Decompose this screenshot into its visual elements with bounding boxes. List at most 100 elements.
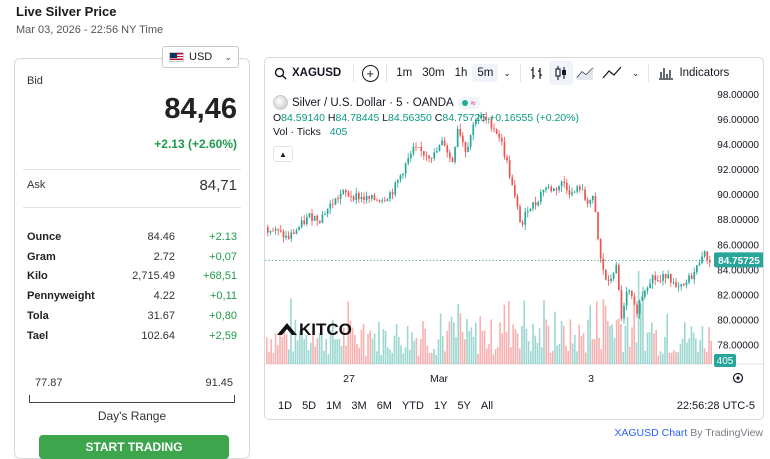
candle-body [545, 187, 547, 190]
chart-type-chevron-icon[interactable]: ⌄ [631, 67, 640, 78]
volume-bar [580, 335, 583, 364]
volume-bar [448, 321, 451, 364]
interval-1h[interactable]: 1h [454, 67, 468, 79]
candle-body [303, 220, 306, 225]
candle-body [381, 200, 384, 202]
range-1y[interactable]: 1Y [433, 400, 448, 412]
volume-bar [380, 355, 382, 364]
volume-bar [530, 351, 532, 364]
candle-body [371, 195, 373, 199]
candle-body [498, 133, 501, 138]
volume-bar [508, 301, 510, 364]
volume-bar [323, 350, 325, 364]
range-ytd[interactable]: YTD [401, 400, 424, 412]
interval-dropdown-chevron-icon[interactable]: ⌄ [503, 67, 511, 78]
range-bar-bottom: 1D 5D 1M 3M 6M YTD 1Y 5Y All 22:56:28 UT… [265, 392, 763, 419]
volume-bar [336, 339, 338, 364]
volume-bar [589, 305, 591, 364]
volume-bar [613, 338, 616, 364]
price-chart[interactable]: 98.00000 96.00000 94.00000 92.00000 90.00000… [265, 88, 764, 392]
start-trading-button[interactable]: START TRADING [39, 435, 229, 459]
volume-bar [600, 349, 602, 364]
interval-1m[interactable]: 1m [396, 67, 413, 79]
volume-bar [541, 347, 543, 364]
range-3m[interactable]: 3M [351, 400, 367, 412]
line-chart-button[interactable] [597, 61, 627, 85]
candle-body [589, 200, 592, 204]
volume-bar [329, 330, 332, 364]
candle-body [350, 195, 352, 197]
candle-body [280, 230, 282, 232]
volume-bar [294, 319, 297, 364]
volume-bar [404, 347, 407, 364]
ohlc-key: H [327, 112, 336, 124]
volume-bar [695, 338, 697, 364]
candle-body [269, 230, 272, 233]
volume-bar [283, 330, 286, 364]
unit-change: +0,80 [209, 310, 237, 323]
bar-type-button[interactable] [525, 61, 549, 85]
volume-bar [615, 319, 618, 364]
range-5y[interactable]: 5Y [457, 400, 471, 412]
tradingview-attribution[interactable]: XAGUSD Chart By TradingView [614, 427, 763, 439]
candles-button[interactable] [548, 61, 573, 85]
volume-bar [620, 323, 622, 364]
candle-body [683, 284, 685, 286]
volume-bar [332, 319, 334, 364]
volume-bar [681, 338, 684, 364]
volume-bar [651, 322, 653, 364]
volume-bar [633, 297, 635, 364]
compare-button[interactable]: + [358, 61, 382, 85]
volume-bar [512, 324, 514, 364]
volume-bar [527, 341, 530, 364]
volume-bar [393, 335, 396, 364]
area-chart-button[interactable] [573, 61, 597, 85]
candle-body [316, 215, 319, 221]
candle-body [511, 177, 514, 186]
unit-value: 84.46 [147, 230, 175, 243]
range-high: 91.45 [205, 377, 233, 389]
indicators-label: Indicators [679, 67, 730, 79]
range-5d[interactable]: 5D [302, 400, 317, 412]
candle-body [553, 188, 555, 192]
volume-bar [697, 351, 699, 364]
gear-icon-center [736, 376, 740, 380]
volume-bar [285, 334, 288, 364]
volume-bar [708, 327, 710, 364]
clock-time[interactable]: 22:56:28 UTC-5 [676, 400, 755, 412]
candle-body [605, 269, 607, 280]
last-price-label: 84.75725 [718, 256, 760, 267]
collapse-legend-button[interactable]: ▲ [273, 146, 293, 162]
candle-body [576, 186, 579, 192]
indicators-button[interactable]: Indicators [653, 63, 734, 83]
candle-body [415, 146, 417, 148]
interval-30m[interactable]: 30m [422, 67, 445, 79]
range-6m[interactable]: 6M [376, 400, 392, 412]
candle-body [698, 262, 701, 266]
volume-bar [655, 330, 657, 364]
candle-body [495, 129, 498, 134]
symbol-search[interactable]: XAGUSD [274, 67, 341, 80]
volume-bar [450, 316, 453, 364]
symbol-chart-link[interactable]: XAGUSD Chart [614, 427, 688, 439]
candle-body [651, 275, 654, 284]
volume-bar [351, 327, 354, 364]
candle-body [654, 275, 657, 281]
volume-bar [598, 337, 600, 364]
range-all[interactable]: All [480, 400, 494, 412]
volume-bar [596, 301, 598, 364]
currency-select[interactable]: USD ⌄ [162, 46, 239, 68]
unit-row-pennyweight: Pennyweight 4.22 +0,11 [27, 286, 237, 306]
volume-bar [626, 316, 629, 364]
candle-body [558, 186, 560, 191]
interval-5m[interactable]: 5m [472, 64, 499, 82]
volume-bar [398, 337, 400, 364]
range-1d[interactable]: 1D [278, 400, 293, 412]
volume-bar [552, 350, 554, 364]
volume-bar [618, 318, 620, 364]
volume-bar [343, 327, 345, 364]
range-1m[interactable]: 1M [326, 400, 342, 412]
candle-body [550, 186, 553, 192]
y-tick-label: 96.00000 [717, 115, 759, 126]
volume-bar [710, 340, 712, 364]
